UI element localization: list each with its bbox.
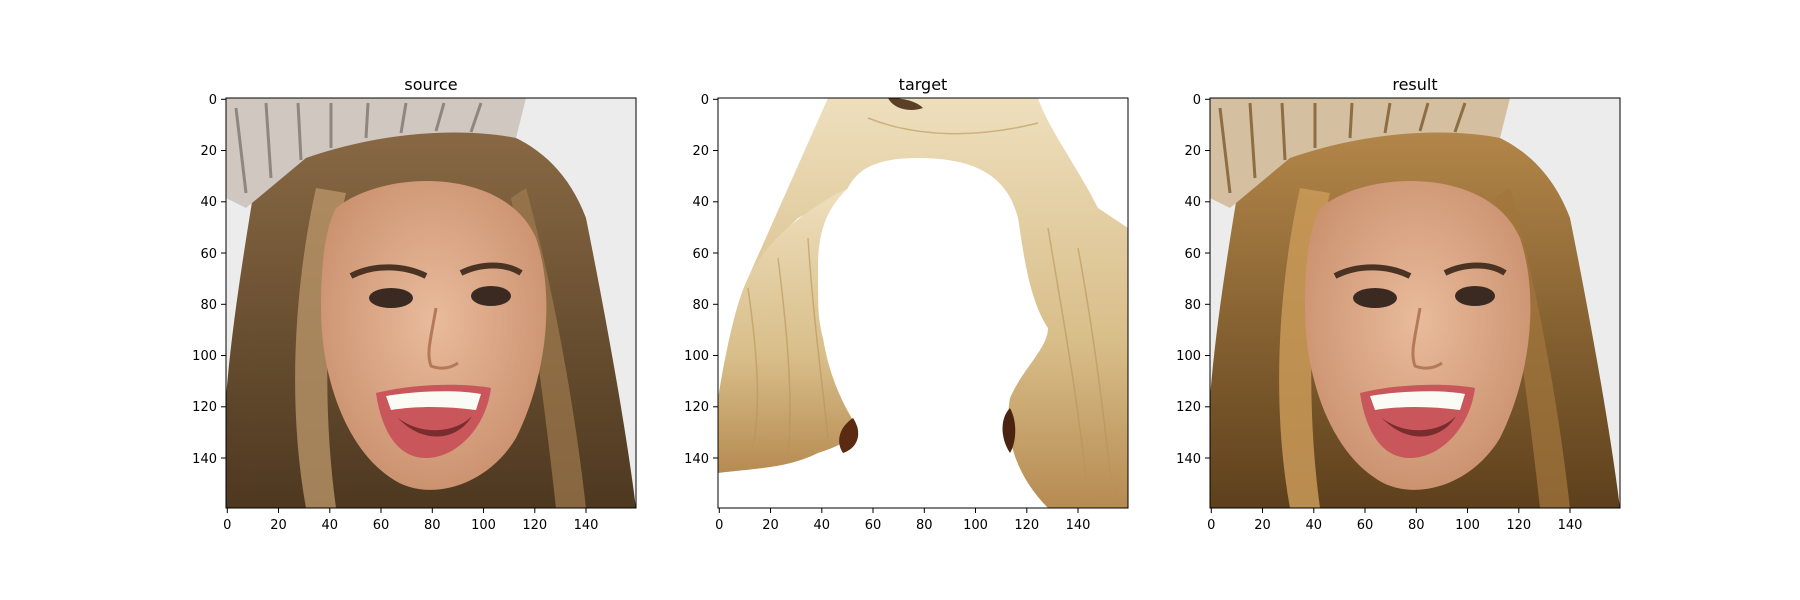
y-tick-label: 20 (200, 144, 217, 159)
x-tick-label: 20 (270, 518, 287, 533)
x-tick-label: 60 (1357, 518, 1374, 533)
y-tick-label: 120 (684, 400, 709, 415)
axes-frame (225, 97, 637, 509)
x-tick-label: 40 (322, 518, 339, 533)
x-tick-label: 0 (223, 518, 231, 533)
x-tick-label: 0 (1207, 518, 1215, 533)
x-tick-label: 40 (1306, 518, 1323, 533)
y-tick-label: 40 (1184, 195, 1201, 210)
target-image (718, 98, 1128, 508)
x-tick-label: 80 (1408, 518, 1425, 533)
y-tick-label: 140 (684, 452, 709, 467)
x-tick-label: 100 (1455, 518, 1480, 533)
y-tick-label: 0 (209, 93, 217, 108)
x-tick-label: 60 (373, 518, 390, 533)
x-tick-label: 120 (522, 518, 547, 533)
axes-frame (1209, 97, 1621, 509)
x-tick-label: 80 (424, 518, 441, 533)
result-image (1210, 98, 1620, 508)
y-tick-label: 20 (1184, 144, 1201, 159)
x-axis: 0 20 40 60 80 100 120 140 (1207, 508, 1582, 533)
x-tick-label: 0 (715, 518, 723, 533)
y-tick-label: 60 (1184, 247, 1201, 262)
x-tick-label: 140 (1558, 518, 1583, 533)
x-axis: 0 20 40 60 80 100 120 140 (715, 508, 1090, 533)
axes-frame (717, 97, 1129, 509)
y-tick-label: 40 (692, 195, 709, 210)
x-tick-label: 100 (471, 518, 496, 533)
panel-source: source (192, 75, 637, 533)
panel-title: target (899, 75, 948, 94)
y-tick-label: 0 (1193, 93, 1201, 108)
y-tick-label: 60 (692, 247, 709, 262)
panel-result: result 0 20 40 (1176, 75, 1621, 533)
y-tick-label: 80 (200, 298, 217, 313)
y-tick-label: 140 (1176, 452, 1201, 467)
y-tick-label: 40 (200, 195, 217, 210)
source-image (226, 98, 636, 508)
y-tick-label: 120 (192, 400, 217, 415)
y-axis: 0 20 40 60 80 100 120 140 (192, 93, 226, 467)
y-tick-label: 60 (200, 247, 217, 262)
y-tick-label: 100 (684, 349, 709, 364)
y-tick-label: 100 (1176, 349, 1201, 364)
x-tick-label: 140 (574, 518, 599, 533)
x-tick-label: 100 (963, 518, 988, 533)
y-tick-label: 20 (692, 144, 709, 159)
panel-title: source (404, 75, 457, 94)
x-tick-label: 20 (762, 518, 779, 533)
x-tick-label: 120 (1014, 518, 1039, 533)
y-tick-label: 80 (692, 298, 709, 313)
y-tick-label: 0 (701, 93, 709, 108)
x-tick-label: 40 (814, 518, 831, 533)
panel-target: target 0 20 40 60 (684, 75, 1129, 533)
y-tick-label: 100 (192, 349, 217, 364)
y-tick-label: 140 (192, 452, 217, 467)
x-tick-label: 60 (865, 518, 882, 533)
y-axis: 0 20 40 60 80 100 120 140 (684, 93, 718, 467)
x-tick-label: 20 (1254, 518, 1271, 533)
x-axis: 0 20 40 60 80 100 120 140 (223, 508, 598, 533)
y-axis: 0 20 40 60 80 100 120 140 (1176, 93, 1210, 467)
y-tick-label: 120 (1176, 400, 1201, 415)
x-tick-label: 80 (916, 518, 933, 533)
x-tick-label: 140 (1066, 518, 1091, 533)
x-tick-label: 120 (1506, 518, 1531, 533)
y-tick-label: 80 (1184, 298, 1201, 313)
panel-title: result (1392, 75, 1437, 94)
